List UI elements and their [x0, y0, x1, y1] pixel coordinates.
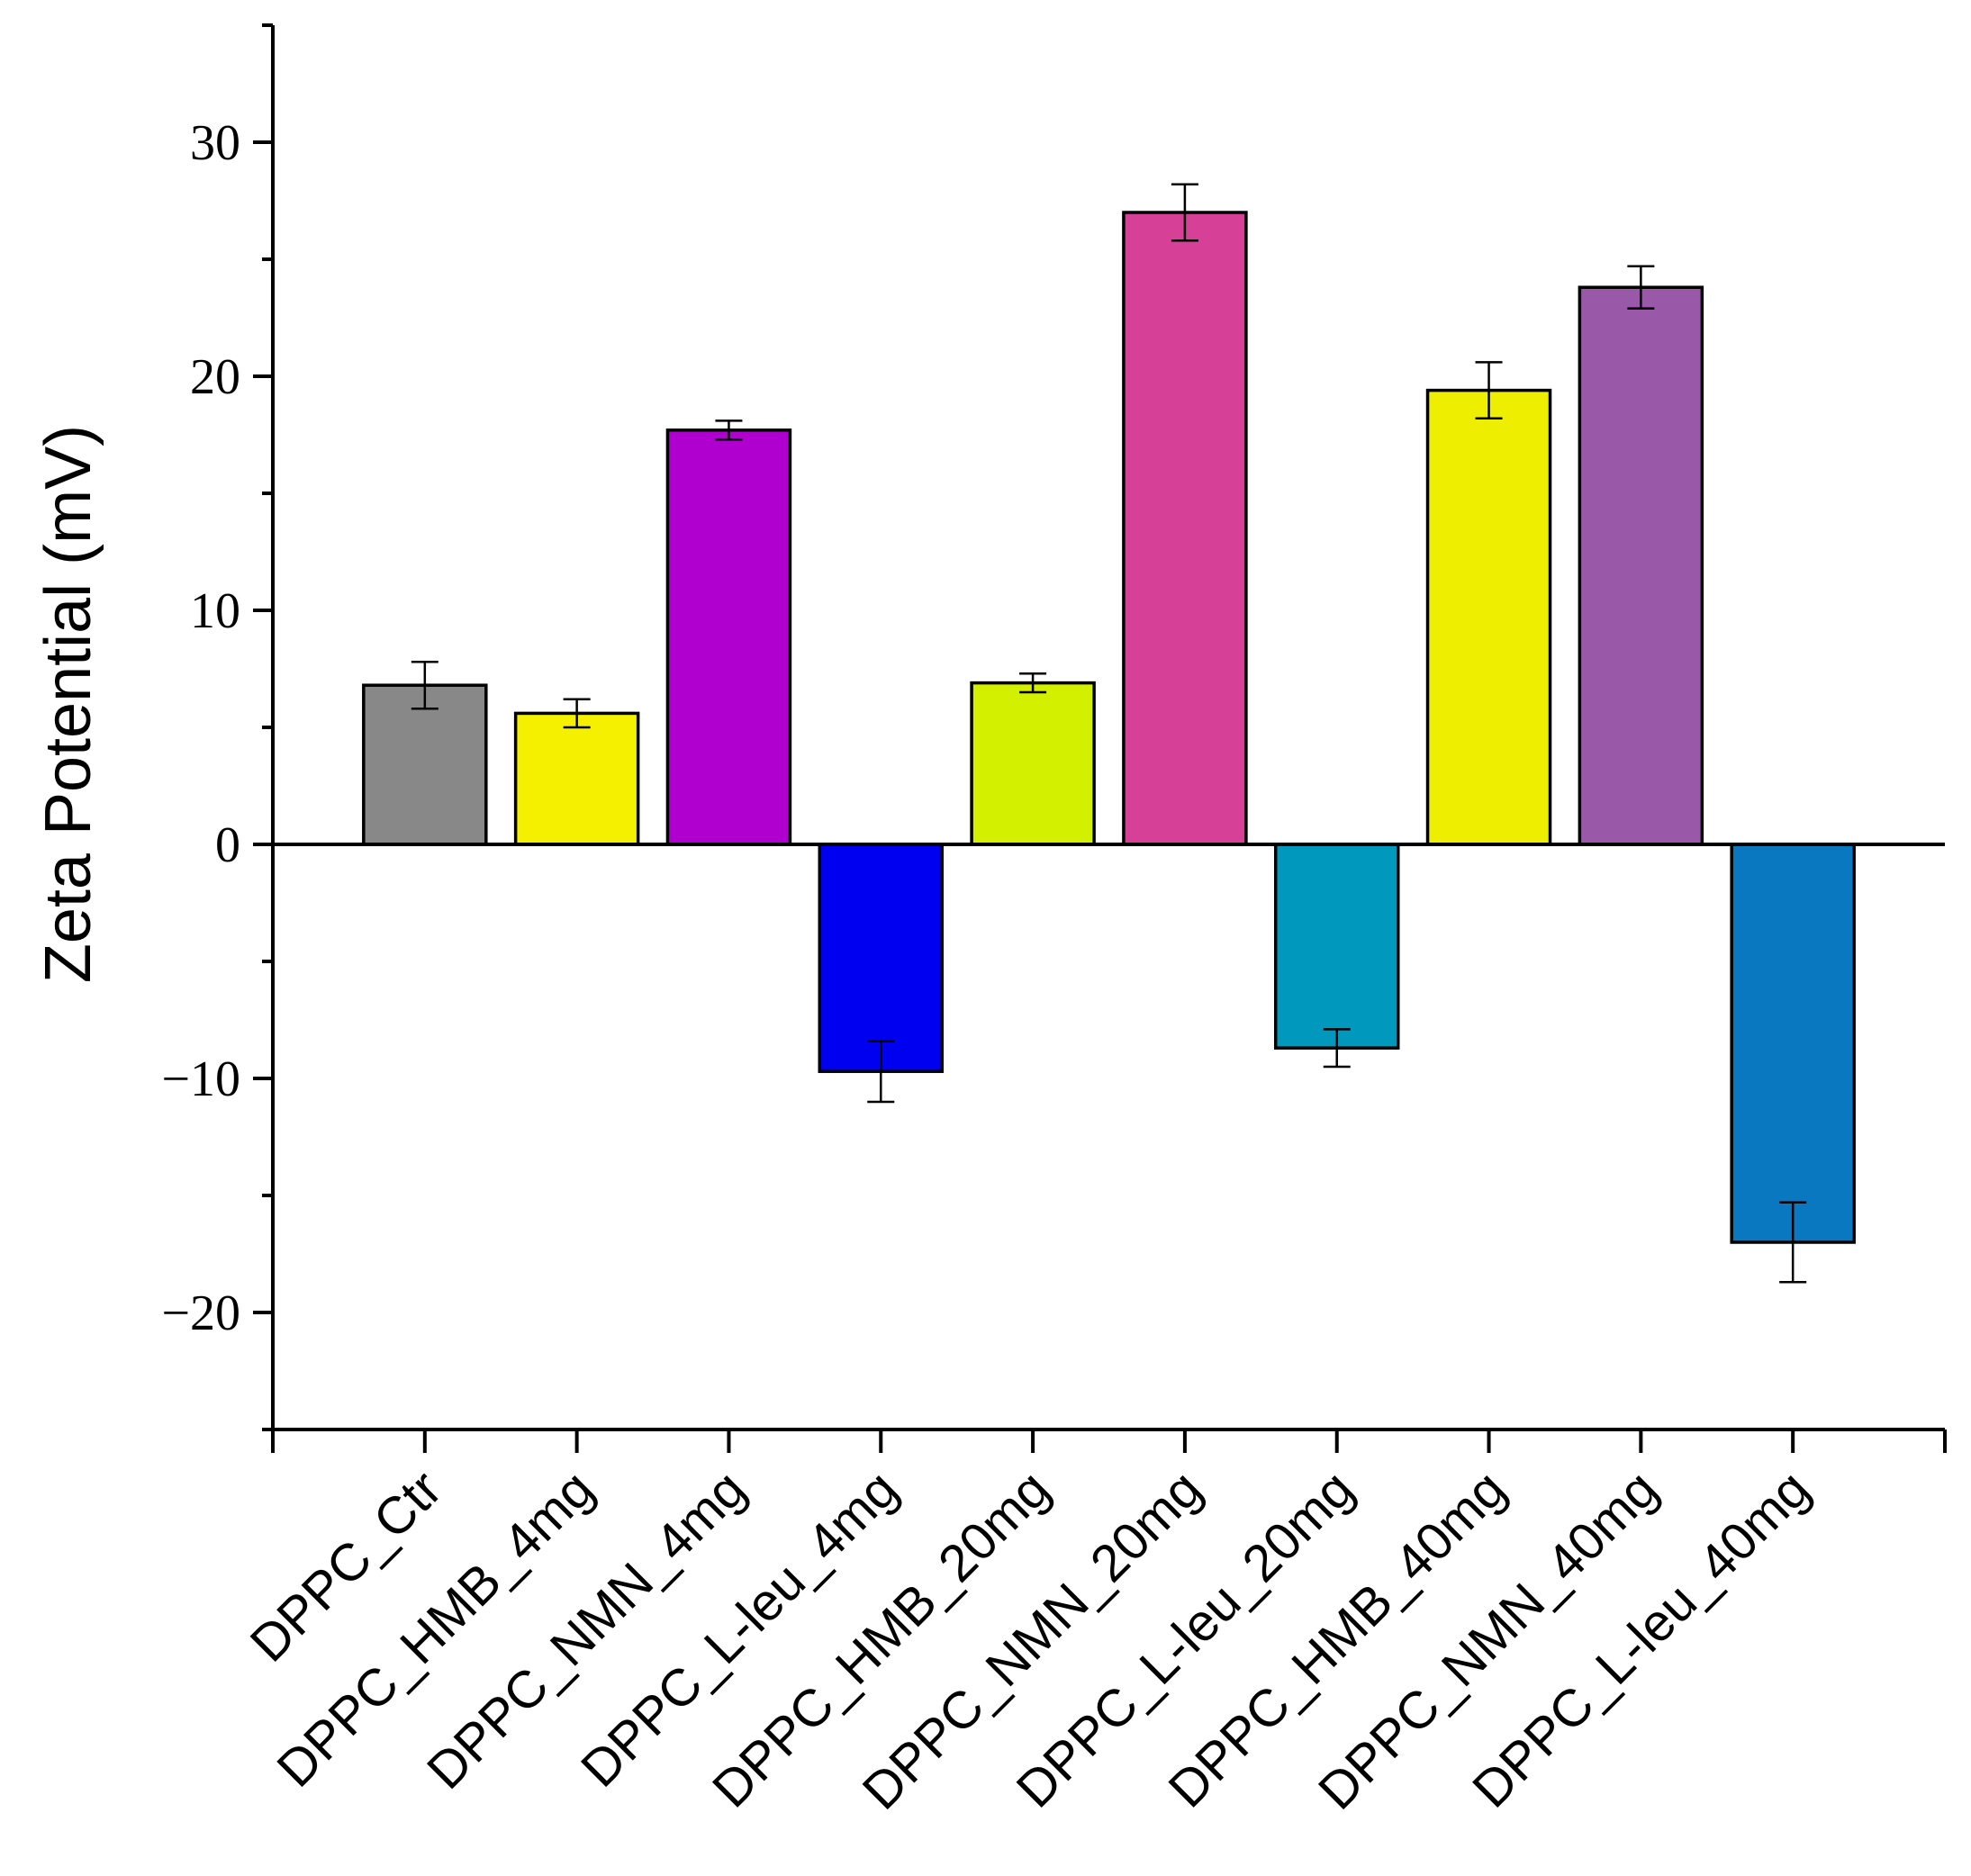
- bar-dppc-l-leu-4mg: [818, 843, 945, 1073]
- y-tick-label: −10: [161, 1051, 240, 1107]
- x-axis-category-labels: DPPC_CtrDPPC_HMB_4mgDPPC_NMN_4mgDPPC_L-l…: [240, 1459, 1822, 1821]
- bar-dppc-l-leu-20mg: [1273, 843, 1400, 1050]
- bar-dppc-hmb-20mg: [970, 681, 1096, 846]
- error-bars: [411, 183, 1807, 1284]
- bar-dppc-hmb-4mg: [513, 711, 640, 846]
- bar-dppc-ctr: [362, 683, 488, 846]
- y-tick-label: 30: [190, 115, 240, 171]
- y-tick-label: 0: [215, 817, 240, 873]
- y-tick-label: 20: [190, 349, 240, 405]
- y-tick-label: 10: [190, 583, 240, 639]
- y-tick-label: −20: [161, 1285, 240, 1341]
- bar-dppc-nmn-4mg: [665, 428, 792, 846]
- bar-dppc-nmn-40mg: [1578, 285, 1704, 846]
- bar-dppc-nmn-20mg: [1122, 211, 1248, 846]
- x-axis-ticks: [271, 1430, 1947, 1453]
- y-axis-title: Zeta Potential (mV): [32, 425, 104, 983]
- bar-dppc-hmb-40mg: [1425, 388, 1552, 846]
- bar-dppc-l-leu-40mg: [1730, 843, 1856, 1244]
- y-axis-ticks: −20 −10 0 10 20 30: [161, 23, 273, 1431]
